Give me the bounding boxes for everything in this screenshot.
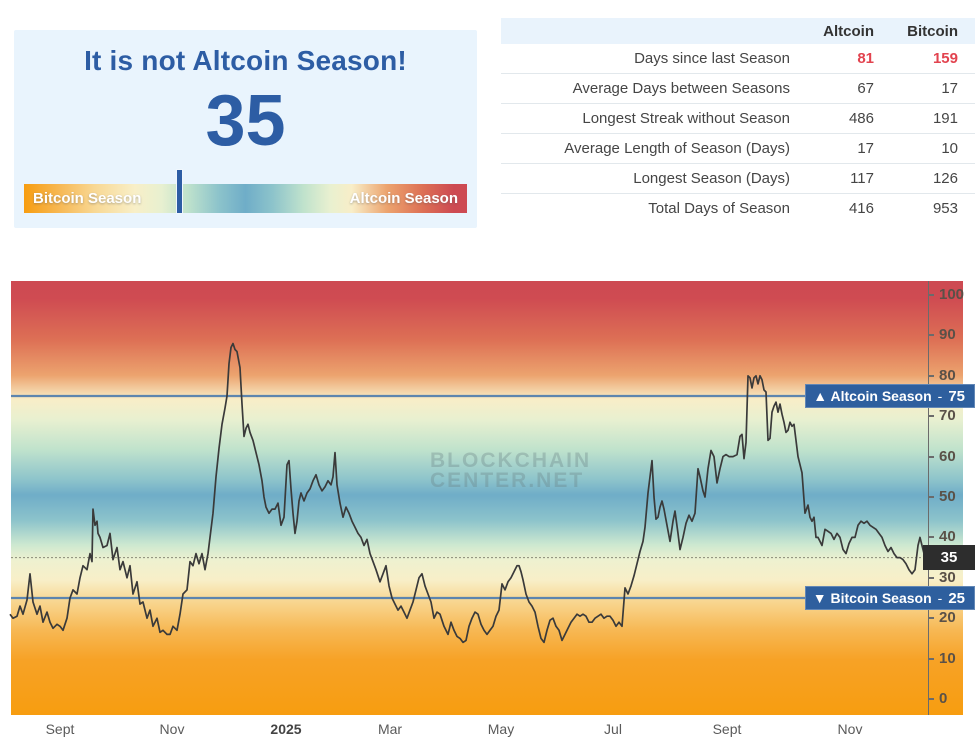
y-axis-tick-label: 10 bbox=[939, 649, 956, 667]
x-axis-month-label: 2025 bbox=[270, 721, 302, 737]
stat-altcoin-value: 17 bbox=[857, 140, 874, 157]
y-axis-tick-label: 100 bbox=[939, 286, 965, 303]
y-axis-tick-label: 0 bbox=[939, 690, 948, 707]
stat-label: Longest Streak without Season bbox=[582, 110, 790, 127]
x-axis-month-label: Sept bbox=[45, 721, 75, 737]
y-axis-tick bbox=[928, 455, 934, 458]
altcoin-season-label: Altcoin Season bbox=[349, 190, 458, 207]
stats-row: Days since last Season 81 159 bbox=[501, 44, 975, 74]
season-index-value: 35 bbox=[205, 81, 286, 161]
altcoin-season-index-chart[interactable]: BLOCKCHAIN CENTER.NET 100 90 80 70 60 50 40 30 2… bbox=[9, 281, 975, 715]
y-axis-tick bbox=[928, 536, 934, 539]
stat-label: Longest Season (Days) bbox=[633, 170, 790, 187]
stat-altcoin-value: 67 bbox=[857, 80, 874, 97]
stats-header-row: Altcoin Bitcoin bbox=[501, 18, 975, 44]
index-line-plot bbox=[9, 342, 975, 644]
gauge-marker bbox=[176, 169, 184, 214]
bitcoin-threshold-tick: - bbox=[937, 590, 943, 606]
stat-bitcoin-value: 953 bbox=[932, 200, 958, 217]
x-axis-month-label: May bbox=[487, 721, 515, 737]
stats-header-empty bbox=[501, 18, 790, 44]
y-axis-tick-label: 90 bbox=[939, 326, 956, 344]
altcoin-threshold-value: 75 bbox=[948, 387, 965, 405]
x-axis-month-labels: Sept Nov 2025 Mar May Jul Sept Nov bbox=[11, 715, 963, 745]
bitcoin-threshold-label: ▼ Bitcoin Season bbox=[812, 590, 932, 606]
stat-label: Total Days of Season bbox=[648, 200, 790, 217]
y-axis-tick-label: 80 bbox=[939, 366, 956, 384]
stat-label: Average Length of Season (Days) bbox=[564, 140, 790, 157]
y-axis-tick bbox=[928, 617, 934, 620]
y-axis-tick bbox=[928, 334, 934, 337]
altcoin-threshold-tick: - bbox=[937, 388, 943, 404]
altcoin-threshold-label: ▲ Altcoin Season bbox=[813, 388, 932, 404]
watermark-line2: CENTER.NET bbox=[430, 469, 585, 492]
stat-altcoin-value: 486 bbox=[848, 110, 874, 127]
y-axis-tick-label: 70 bbox=[939, 407, 956, 425]
bitcoin-threshold-value: 25 bbox=[948, 589, 965, 607]
y-axis-tick bbox=[928, 374, 934, 377]
stat-bitcoin-value: 159 bbox=[932, 50, 958, 67]
x-axis-month-label: Sept bbox=[712, 721, 742, 737]
y-axis-tick bbox=[928, 657, 934, 660]
stat-bitcoin-value: 126 bbox=[932, 170, 958, 187]
stat-bitcoin-value: 10 bbox=[941, 140, 958, 157]
stat-label: Average Days between Seasons bbox=[572, 80, 790, 97]
y-axis-tick-label: 50 bbox=[939, 488, 956, 505]
blockchaincenter-watermark: BLOCKCHAIN CENTER.NET bbox=[430, 449, 592, 492]
y-axis-tick-label: 60 bbox=[939, 447, 956, 465]
x-axis-month-label: Mar bbox=[377, 721, 403, 737]
stats-header-altcoin: Altcoin bbox=[823, 22, 874, 40]
stat-altcoin-value: 81 bbox=[857, 50, 874, 67]
y-axis-tick bbox=[928, 698, 934, 700]
bitcoin-season-threshold-badge: ▼ Bitcoin Season - 25 bbox=[805, 586, 975, 610]
y-axis-tick bbox=[928, 496, 934, 498]
season-gauge-card: It is not Altcoin Season! 35 Bitcoin Sea… bbox=[14, 30, 477, 228]
season-gradient-bar: Bitcoin Season Altcoin Season bbox=[24, 184, 467, 213]
current-value-badge: 35 bbox=[923, 545, 975, 571]
stats-row: Longest Streak without Season 486 191 bbox=[501, 103, 975, 134]
watermark-line1: BLOCKCHAIN bbox=[430, 449, 592, 472]
season-status-title: It is not Altcoin Season! bbox=[84, 45, 407, 76]
bitcoin-season-label: Bitcoin Season bbox=[33, 190, 142, 207]
stat-altcoin-value: 117 bbox=[850, 170, 874, 187]
season-stats-table: Altcoin Bitcoin Days since last Season 81… bbox=[501, 18, 975, 223]
stat-altcoin-value: 416 bbox=[848, 200, 874, 217]
x-axis-month-label: Nov bbox=[159, 721, 185, 737]
stats-header-bitcoin: Bitcoin bbox=[907, 22, 958, 40]
y-axis-tick bbox=[928, 576, 934, 579]
stat-bitcoin-value: 17 bbox=[941, 80, 958, 97]
y-axis-tick-label: 40 bbox=[939, 528, 956, 546]
y-axis-tick bbox=[928, 294, 934, 296]
stats-row: Average Days between Seasons 67 17 bbox=[501, 73, 975, 104]
y-axis-tick-label: 30 bbox=[939, 568, 956, 586]
x-axis-month-label: Nov bbox=[837, 721, 863, 737]
stats-row: Average Length of Season (Days) 17 10 bbox=[501, 133, 975, 164]
x-axis-month-label: Jul bbox=[604, 721, 622, 737]
y-axis-tick-label: 20 bbox=[939, 609, 956, 627]
stats-row: Longest Season (Days) 117 126 bbox=[501, 163, 975, 194]
stat-bitcoin-value: 191 bbox=[932, 110, 958, 127]
altcoin-season-index-series bbox=[9, 342, 925, 644]
stat-label: Days since last Season bbox=[634, 50, 790, 67]
altcoin-season-threshold-badge: ▲ Altcoin Season - 75 bbox=[805, 384, 975, 408]
stats-row: Total Days of Season 416 953 bbox=[501, 193, 975, 223]
y-axis-line bbox=[928, 281, 929, 715]
y-axis-tick bbox=[928, 415, 934, 418]
